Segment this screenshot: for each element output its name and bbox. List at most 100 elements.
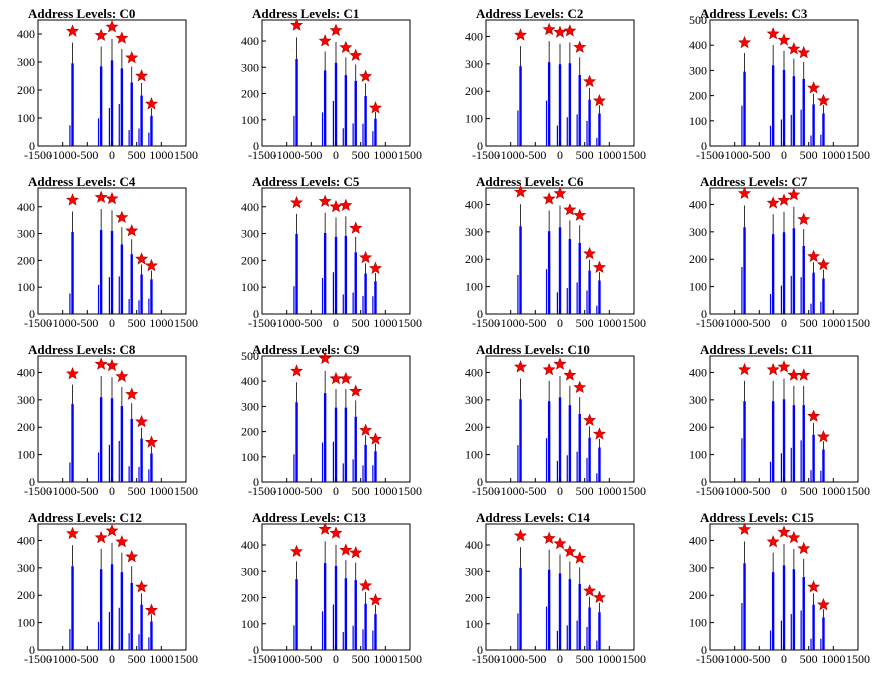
histogram-bar: [588, 99, 591, 146]
chart-title: Address Levels: C10: [476, 342, 590, 357]
histogram-bar: [782, 232, 786, 314]
x-tick-label: 1000: [597, 316, 621, 330]
histogram-bar: [334, 407, 338, 482]
peak-marker: [368, 261, 382, 274]
histogram-bar: [120, 244, 124, 314]
chart-panel: Address Levels: C5 0 100 200 300 400 -1500-100…: [241, 174, 422, 330]
histogram-bar: [138, 300, 140, 314]
histogram-bar: [344, 235, 348, 314]
histogram-bar: [293, 286, 295, 314]
y-tick-label: 400: [689, 38, 707, 52]
histogram-bar: [780, 285, 782, 314]
x-tick-label: -500: [748, 148, 770, 162]
histogram-bar: [374, 281, 377, 314]
x-tick-label: 1000: [597, 484, 621, 498]
histogram-bar: [344, 578, 348, 650]
histogram-bar: [820, 638, 822, 650]
y-tick-label: 300: [465, 225, 483, 239]
y-tick-label: 400: [689, 365, 707, 379]
peak-marker: [368, 101, 382, 114]
x-tick-label: 500: [800, 148, 818, 162]
peak-marker: [542, 531, 556, 544]
peak-marker: [797, 368, 811, 381]
y-tick-label: 100: [465, 280, 483, 294]
x-tick-label: -1500: [24, 652, 52, 666]
x-tick-label: -1500: [472, 652, 500, 666]
histogram-bar: [148, 132, 150, 146]
chart-panel: Address Levels: C7 0 100 200 300 400 -1500-100…: [689, 174, 870, 330]
histogram-bar: [743, 401, 746, 482]
histogram-bar: [596, 640, 598, 650]
histogram-bar: [140, 95, 143, 146]
x-tick-label: -1000: [721, 652, 749, 666]
histogram-bar: [97, 118, 100, 146]
peak-marker: [787, 530, 801, 544]
y-tick-label: 400: [17, 200, 35, 214]
histogram-bar: [150, 621, 153, 650]
peak-marker: [766, 362, 780, 376]
histogram-bar: [140, 438, 143, 482]
histogram-bar: [586, 290, 588, 314]
histogram-bar: [354, 416, 357, 482]
peak-marker: [766, 27, 780, 40]
y-tick-label: 300: [465, 393, 483, 407]
histogram-bar: [352, 292, 354, 314]
histogram-bar: [780, 620, 782, 650]
x-tick-label: 0: [109, 652, 115, 666]
histogram-bar: [138, 466, 140, 482]
peak-marker: [94, 357, 108, 370]
x-tick-label: 1000: [821, 652, 845, 666]
y-tick-label: 200: [689, 252, 707, 266]
peak-marker: [339, 543, 353, 556]
histogram-bar: [71, 63, 74, 147]
histogram-bar: [295, 402, 298, 482]
peak-marker: [583, 74, 597, 88]
chart-title: Address Levels: C13: [252, 510, 366, 525]
x-tick-label: -1500: [24, 148, 52, 162]
histogram-bar: [364, 273, 367, 314]
x-tick-label: -1500: [472, 484, 500, 498]
chart-panel: Address Levels: C15 0 100 200 300 400 -1500-10…: [689, 510, 870, 666]
histogram-bar: [820, 301, 822, 314]
peak-marker: [766, 534, 780, 548]
histogram-bar: [586, 120, 588, 146]
peak-marker: [105, 191, 119, 205]
x-tick-label: 0: [333, 652, 339, 666]
histogram-bar: [771, 572, 775, 650]
histogram-bar: [332, 272, 334, 314]
x-tick-label: -500: [76, 148, 98, 162]
chart-title: Address Levels: C7: [700, 174, 808, 189]
histogram-bar: [138, 128, 140, 146]
histogram-bar: [741, 603, 743, 650]
peak-marker: [592, 260, 606, 273]
histogram-bar: [352, 459, 354, 482]
y-tick-label: 500: [689, 13, 707, 27]
x-tick-label: 1500: [174, 484, 198, 498]
histogram-bar: [323, 563, 327, 650]
x-tick-label: 1500: [846, 652, 870, 666]
histogram-bar: [558, 64, 562, 146]
histogram-bar: [120, 68, 124, 146]
histogram-bar: [566, 287, 568, 314]
histogram-bar: [780, 453, 782, 482]
histogram-bar: [782, 399, 786, 482]
histogram-bar: [576, 451, 578, 482]
x-tick-label: -1500: [24, 316, 52, 330]
chart-title: Address Levels: C5: [252, 174, 360, 189]
chart-panel: Address Levels: C30100200300400500-1500-…: [689, 6, 870, 162]
histogram-bar: [321, 442, 324, 482]
peak-marker: [290, 18, 304, 31]
peak-marker: [542, 192, 556, 205]
histogram-bar: [568, 63, 572, 146]
histogram-bar: [118, 607, 120, 650]
peak-marker: [766, 196, 780, 209]
x-tick-label: 1000: [821, 484, 845, 498]
x-tick-label: -1000: [497, 484, 525, 498]
histogram-bar: [334, 62, 338, 147]
y-tick-label: 400: [241, 374, 259, 388]
x-tick-label: -500: [300, 316, 322, 330]
x-tick-label: -1000: [49, 652, 77, 666]
y-tick-label: 0: [29, 307, 35, 321]
histogram-bar: [771, 65, 775, 146]
